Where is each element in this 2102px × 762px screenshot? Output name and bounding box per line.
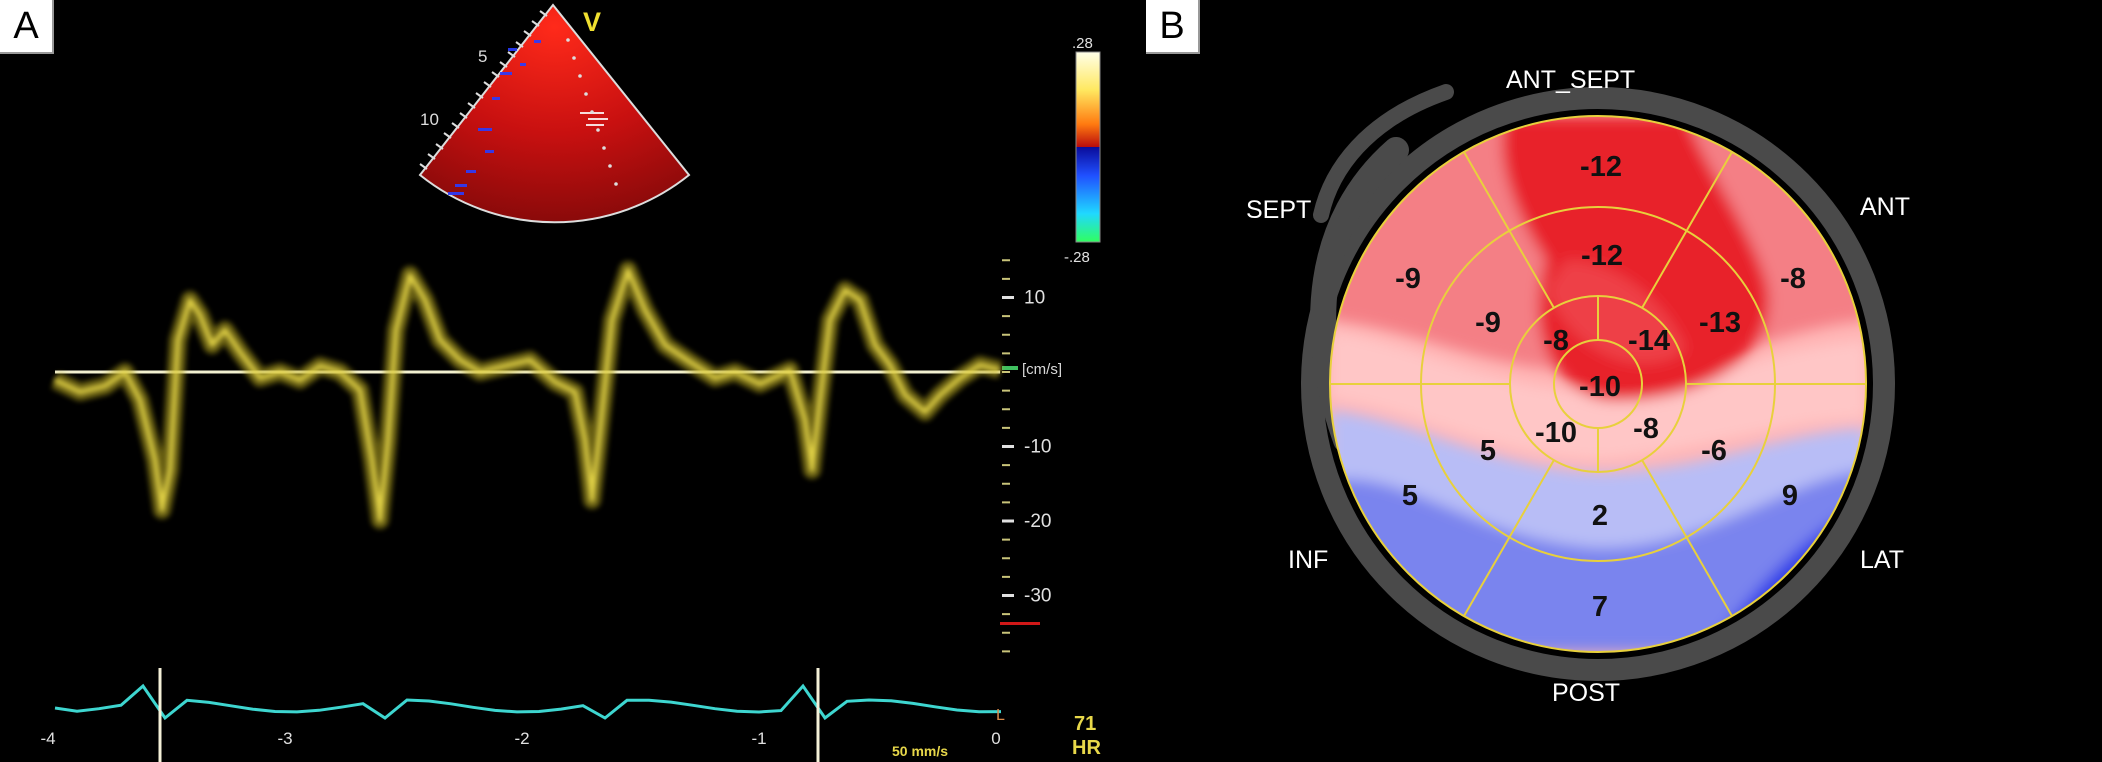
- heart-rate-value: 71: [1074, 713, 1096, 735]
- baseline-marker: [1002, 366, 1018, 370]
- depth-label-10: 10: [420, 110, 439, 129]
- segment-value: -8: [1780, 263, 1806, 295]
- segment-value: 5: [1402, 480, 1418, 512]
- ecg-lead-marker: L: [996, 707, 1005, 724]
- segment-value: -14: [1628, 325, 1670, 357]
- wall-label-lat: LAT: [1860, 546, 1904, 574]
- velocity-tick-label: -20: [1024, 511, 1051, 532]
- doppler-spectrum: [51, 261, 1003, 529]
- panel-b-bullseye: B: [1146, 0, 2102, 762]
- panel-a-doppler: A: [0, 0, 1146, 762]
- color-scale-min: -.28: [1064, 249, 1090, 266]
- wall-label-post: POST: [1552, 679, 1620, 707]
- wall-label-ant: ANT: [1860, 193, 1910, 221]
- color-scale-max: .28: [1072, 35, 1093, 52]
- wall-label-inf: INF: [1288, 546, 1328, 574]
- panel-b-label: B: [1146, 0, 1200, 54]
- time-tick-label: -2: [514, 729, 529, 748]
- segment-value: -6: [1701, 435, 1727, 467]
- segment-value: -12: [1580, 151, 1622, 183]
- segment-value: -8: [1543, 325, 1569, 357]
- segment-value: 7: [1592, 591, 1608, 623]
- velocity-minor-ticks: [1002, 259, 1010, 653]
- velocity-unit-label: [cm/s]: [1022, 361, 1062, 378]
- segment-value: -12: [1581, 240, 1623, 272]
- depth-label-5: 5: [478, 47, 487, 66]
- time-tick-label: -3: [277, 729, 292, 748]
- segment-grid: [1329, 115, 1867, 653]
- wall-labels: ANT_SEPT SEPT ANT INF LAT POST: [1246, 66, 1910, 707]
- segment-value: 9: [1782, 480, 1798, 512]
- view-indicator: V: [583, 7, 601, 37]
- wall-label-ant-sept: ANT_SEPT: [1506, 66, 1635, 94]
- segment-value: -9: [1395, 263, 1421, 295]
- time-tick-label: -4: [40, 729, 55, 748]
- doppler-display: 10 5 V .28 -.28 [cm/s] 10-10-20-30: [40, 3, 1101, 762]
- sweep-speed: 50 mm/s: [892, 743, 948, 759]
- ecg-cycle-markers: [158, 668, 820, 762]
- segment-value: -9: [1475, 307, 1501, 339]
- ecg-trace: L: [54, 668, 1005, 762]
- time-tick-label: 0: [991, 729, 1000, 748]
- segment-value: 5: [1480, 435, 1496, 467]
- color-velocity-scale: .28 -.28: [1064, 35, 1101, 266]
- time-axis: -4 -3 -2 -1 0 50 mm/s: [40, 729, 1000, 759]
- segment-value: -8: [1633, 413, 1659, 445]
- heart-rate-display: 71 HR: [1072, 713, 1101, 759]
- segment-value: 2: [1592, 500, 1608, 532]
- reference-marker: [1000, 622, 1040, 625]
- velocity-tick-label: -30: [1024, 586, 1051, 607]
- doppler-sample-line: [566, 38, 618, 186]
- depth-tick-marks: [419, 10, 548, 170]
- segment-value: -10: [1535, 417, 1577, 449]
- velocity-tick-label: -10: [1024, 437, 1051, 458]
- segment-value: -13: [1699, 307, 1741, 339]
- segment-values: -12 -8 9 7 5 -9 -12 -13 -6 2 5 -9 -14 -8…: [1395, 151, 1806, 623]
- time-tick-label: -1: [751, 729, 766, 748]
- velocity-tick-label: 10: [1024, 288, 1045, 309]
- apex-value: -10: [1579, 371, 1621, 403]
- wall-label-sept: SEPT: [1246, 196, 1311, 224]
- echo-sector-image: 10 5 V: [418, 3, 691, 224]
- panel-a-label: A: [0, 0, 54, 54]
- bullseye-plot: ANT_SEPT SEPT ANT INF LAT POST -12 -8 9 …: [1246, 66, 1910, 707]
- velocity-axis: [cm/s] 10 -10 -20 -30: [1000, 259, 1062, 653]
- heart-rate-label: HR: [1072, 737, 1101, 759]
